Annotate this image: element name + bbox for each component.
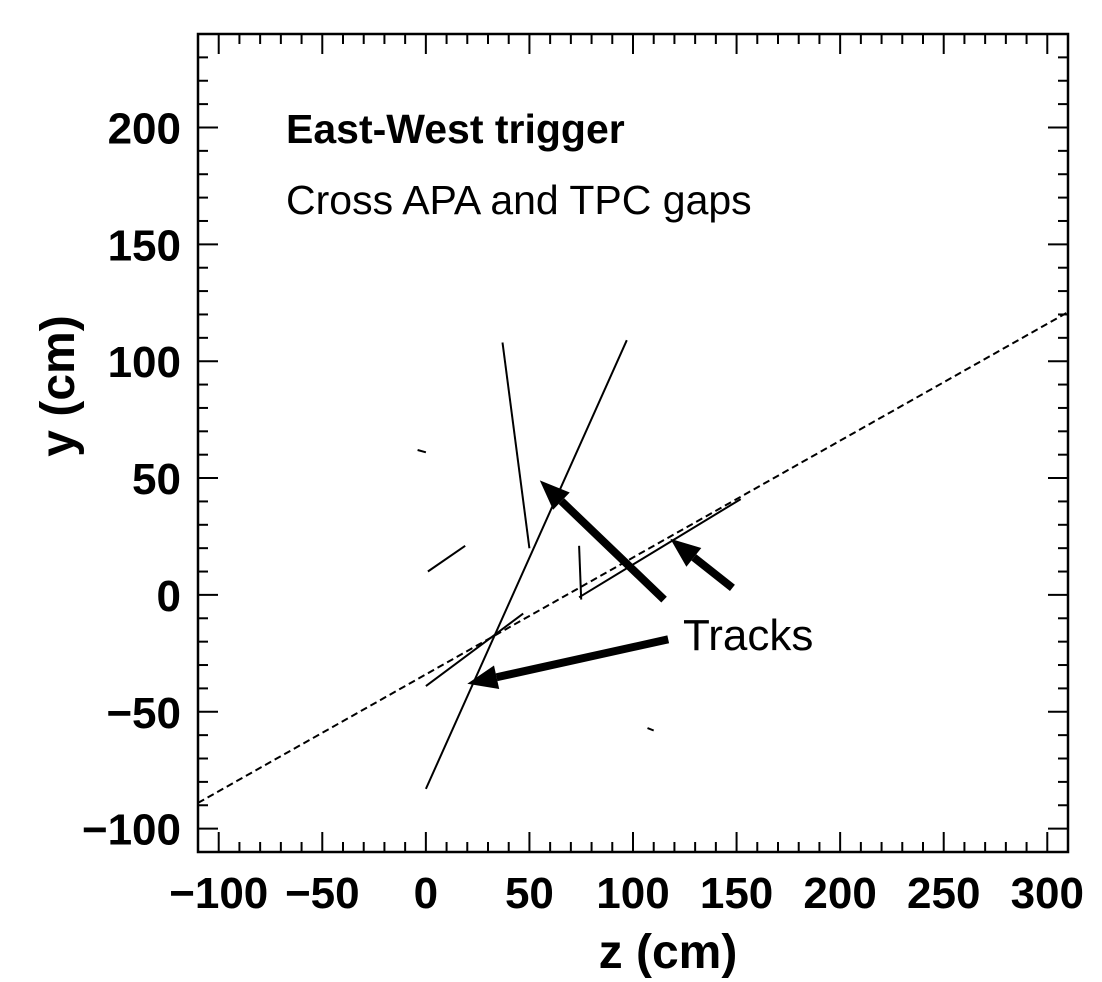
track-segment — [578, 498, 742, 599]
track-segment — [647, 727, 655, 732]
fit-line-group — [198, 311, 1068, 804]
y-tick-label: 0 — [157, 572, 181, 621]
x-tick-label: 100 — [596, 869, 669, 918]
annotation-arrow-head — [467, 665, 500, 689]
track-segment — [424, 339, 628, 790]
chart-title: East-West trigger — [286, 106, 625, 152]
y-tick-label: 200 — [108, 104, 181, 153]
annotation-arrow-shaft — [691, 554, 735, 592]
y-tick-label: 150 — [108, 221, 181, 270]
axis-ticks — [197, 33, 1069, 853]
y-tick-label: −50 — [106, 689, 181, 738]
x-tick-labels: −100 −50 0 50 100 150 200 250 300 — [169, 869, 1084, 918]
annotation-arrow-shaft — [495, 635, 670, 682]
x-tick-label: 200 — [803, 869, 876, 918]
y-axis-title: y (cm) — [32, 315, 85, 456]
chart-subtitle: Cross APA and TPC gaps — [286, 177, 752, 223]
track-segment — [501, 342, 531, 549]
y-tick-label: −100 — [82, 806, 181, 855]
x-tick-label: 150 — [700, 869, 773, 918]
y-tick-label: 100 — [108, 338, 181, 387]
x-tick-label: −50 — [285, 869, 360, 918]
x-tick-label: 0 — [414, 869, 438, 918]
x-tick-label: 300 — [1011, 869, 1084, 918]
annotation-arrow-head — [539, 480, 570, 510]
y-tick-labels: −100 −50 0 50 100 150 200 — [82, 104, 181, 854]
track-segments — [417, 339, 742, 790]
annotation-arrow-head — [670, 538, 702, 567]
annotation-arrow-shaft — [558, 498, 667, 603]
x-tick-label: 250 — [907, 869, 980, 918]
x-tick-label: −100 — [169, 869, 268, 918]
annotation-arrows — [467, 480, 735, 689]
y-tick-label: 50 — [132, 455, 181, 504]
track-segment — [578, 545, 583, 600]
track-segment — [417, 449, 427, 454]
annotation-tracks-label: Tracks — [683, 611, 813, 660]
x-tick-label: 50 — [505, 869, 554, 918]
x-axis-title: z (cm) — [599, 926, 738, 979]
track-segment — [425, 612, 524, 687]
track-segment — [427, 544, 466, 573]
fit-line — [198, 311, 1068, 804]
